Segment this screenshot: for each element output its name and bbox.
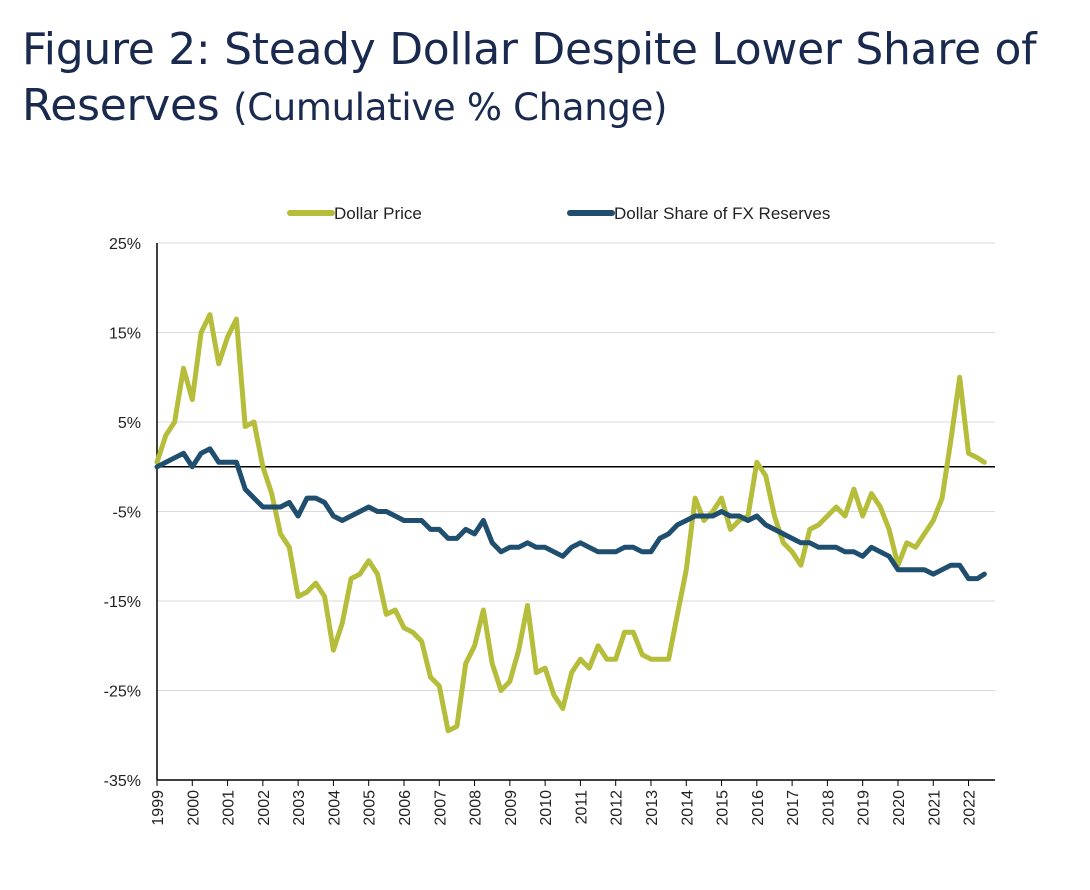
x-tick-label: 2004 [326, 790, 343, 826]
legend-label: Dollar Price [334, 204, 422, 223]
y-tick-label: -5% [113, 505, 141, 522]
x-tick-label: 2022 [962, 790, 979, 826]
x-tick-label: 2016 [750, 790, 767, 826]
chart-title: Figure 2: Steady Dollar Despite Lower Sh… [22, 22, 1072, 136]
x-tick-label: 2018 [820, 790, 837, 826]
x-tick-label: 2009 [503, 790, 520, 826]
x-tick-label: 1999 [150, 790, 167, 826]
y-tick-label: 15% [109, 326, 141, 343]
series-line-dollar-price [154, 312, 987, 734]
x-tick-label: 2013 [644, 790, 661, 826]
x-tick-label: 2015 [715, 790, 732, 826]
x-tick-label: 2000 [185, 790, 202, 826]
x-tick-label: 2008 [468, 790, 485, 826]
legend-label: Dollar Share of FX Reserves [614, 204, 830, 223]
y-tick-label: -35% [104, 773, 141, 790]
y-tick-label: -25% [104, 684, 141, 701]
x-tick-label: 2011 [573, 790, 590, 825]
y-tick-label: 5% [118, 415, 141, 432]
x-tick-label: 2021 [926, 790, 943, 826]
x-tick-label: 2019 [856, 790, 873, 826]
y-tick-label: 25% [109, 236, 141, 253]
x-tick-label: 2006 [397, 790, 414, 826]
x-tick-label: 2001 [221, 790, 238, 826]
chart-title-main: Figure 2: Steady Dollar Despite Lower Sh… [22, 24, 1037, 131]
x-tick-label: 2012 [609, 790, 626, 826]
x-tick-label: 2007 [432, 790, 449, 826]
chart-title-suffix: (Cumulative % Change) [233, 86, 668, 129]
x-tick-label: 2003 [291, 790, 308, 826]
x-tick-label: 2014 [679, 790, 696, 826]
x-tick-label: 2010 [538, 790, 555, 826]
x-tick-label: 2002 [256, 790, 273, 826]
x-tick-label: 2020 [891, 790, 908, 826]
series-line-dollar-share [154, 446, 987, 582]
x-tick-label: 2017 [785, 790, 802, 826]
y-tick-label: -15% [104, 594, 141, 611]
x-tick-label: 2005 [362, 790, 379, 826]
